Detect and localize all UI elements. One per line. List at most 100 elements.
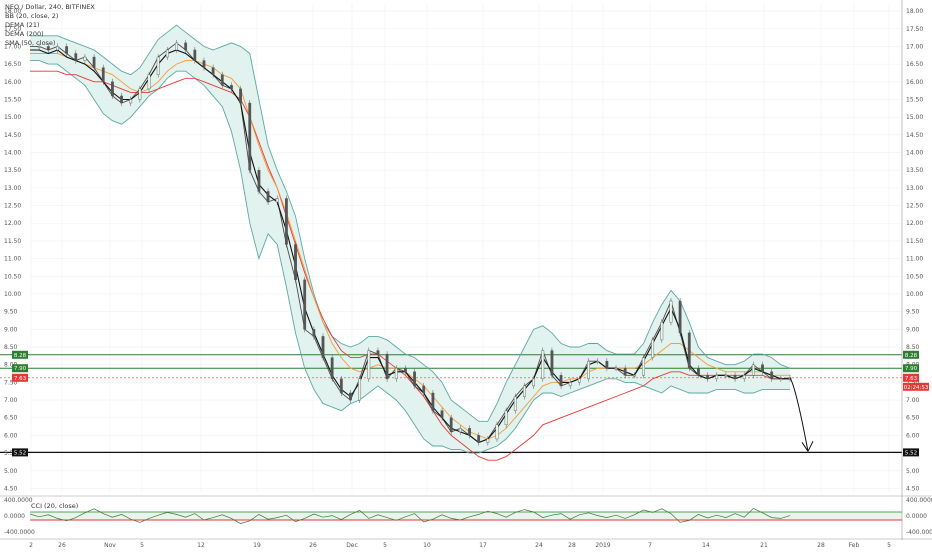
series-lines: [30, 24, 792, 461]
x-tick-label: Feb: [849, 542, 860, 549]
candle-body: [431, 392, 435, 411]
cci-tick-label-left: 0.0000: [4, 513, 25, 520]
legend: NEO / Dollar, 240, BITFINEX BB (20, clos…: [5, 3, 95, 510]
series-line-price: [30, 42, 791, 444]
price-tag-right: 02:24:53: [904, 385, 929, 391]
candle-body: [404, 368, 407, 372]
candle-body: [532, 378, 536, 387]
candle-body: [138, 88, 142, 100]
y-tick-label-right: 6.00: [906, 432, 920, 439]
x-tick-label: Nov: [104, 542, 116, 549]
legend-cci: CCI (20, close): [31, 502, 78, 510]
candle-body: [394, 368, 398, 380]
y-tick-label-left: 9.00: [4, 326, 18, 333]
x-tick-label: 28: [817, 542, 825, 549]
x-tick-label: 12: [197, 542, 205, 549]
candle-body: [477, 435, 481, 443]
y-tick-label-right: 12.00: [906, 220, 923, 227]
y-tick-label-left: 12.00: [4, 220, 21, 227]
x-tick-label: 19: [253, 542, 261, 549]
price-tag-right-bg: [903, 448, 919, 457]
x-tick-label: 28: [568, 542, 576, 549]
y-tick-label-right: 15.50: [906, 96, 923, 103]
y-tick-label-right: 5.00: [906, 468, 920, 475]
candle-body: [550, 350, 554, 376]
x-tick-label: 24: [535, 542, 543, 549]
y-tick-label-right: 12.50: [906, 203, 923, 210]
candle-body: [413, 371, 416, 387]
x-tick-label: 17: [479, 542, 487, 549]
candle-body: [111, 81, 114, 97]
x-tick-label: 2019: [595, 542, 610, 549]
candle-body: [724, 375, 728, 377]
y-tick-label-left: 14.50: [4, 132, 21, 139]
candle-body: [687, 332, 691, 369]
y-tick-label-left: 13.00: [4, 185, 21, 192]
candle-body: [284, 198, 288, 245]
candle-body: [358, 378, 362, 401]
cci-line: [29, 507, 791, 524]
price-tag-right: 8.28: [905, 353, 918, 359]
cci-tick-label-left: -400.0000: [4, 529, 35, 536]
candle-body: [587, 360, 590, 380]
projection-line: [789, 377, 809, 452]
y-tick-label-right: 8.50: [906, 344, 920, 351]
cci-band-fill: [30, 512, 902, 520]
y-tick-label-left: 7.00: [4, 397, 18, 404]
series-line-dema-21-: [30, 49, 790, 444]
x-tick-label: 10: [423, 542, 431, 549]
cci-tick-label-left: 400.0000: [4, 497, 33, 504]
y-tick-label-left: 8.00: [4, 362, 18, 369]
y-tick-label-left: 10.00: [4, 291, 21, 298]
candle-body: [294, 244, 297, 281]
projection-arrow: [789, 377, 814, 452]
y-tick-label-right: 6.50: [906, 415, 920, 422]
y-tick-label-right: 11.50: [906, 238, 923, 245]
y-tick-label-right: 15.00: [906, 114, 923, 121]
price-tag-right: 7.90: [905, 366, 918, 372]
y-tick-label-left: 17.50: [4, 26, 21, 33]
legend-bb: BB (20, close, 2): [5, 12, 58, 20]
candle-body: [449, 417, 453, 433]
cci-pane: 400.0000 0.0000 -400.0000 400.0000 0.0000 -40…: [4, 497, 932, 536]
y-tick-label-left: 6.00: [4, 432, 18, 439]
y-tick-label-left: 5.50: [4, 450, 18, 457]
price-tag-left-bg: [12, 364, 28, 373]
y-tick-label-left: 17.00: [4, 43, 21, 50]
y-tick-label-left: 14.00: [4, 150, 21, 157]
candle-body: [504, 410, 508, 426]
price-tag-left-bg: [12, 350, 28, 359]
candle-body: [303, 279, 307, 330]
y-tick-label-right: 13.50: [906, 167, 923, 174]
candle-body: [46, 46, 50, 51]
candle-body: [715, 375, 719, 380]
candle-body: [74, 53, 78, 61]
candle-body: [513, 396, 517, 411]
y-tick-label-right: 17.50: [906, 26, 923, 33]
chart-title: NEO / Dollar, 240, BITFINEX: [5, 3, 95, 11]
legend-sma-50: SMA (50, close): [5, 39, 55, 47]
y-tick-label-right: 9.00: [906, 326, 920, 333]
legend-dema-200: DEMA (200): [5, 30, 44, 38]
y-tick-label-left: 16.00: [4, 79, 21, 86]
y-tick-label-right: 18.00: [906, 8, 923, 15]
candle-body: [468, 428, 471, 436]
candle-body: [495, 424, 499, 440]
cci-tick-label-right: 0.0000: [906, 513, 927, 520]
candle-body: [779, 378, 783, 381]
y-tick-label-right: 10.50: [906, 273, 923, 280]
candle-body: [733, 375, 737, 380]
x-tick-label: 5: [383, 542, 387, 549]
candle-body: [596, 360, 600, 363]
y-tick-label-left: 18.00: [4, 8, 21, 15]
y-tick-label-right: 17.00: [906, 43, 923, 50]
candle-body: [330, 357, 334, 380]
candle-body: [156, 56, 160, 75]
price-tag-right: 5.52: [905, 450, 917, 456]
candle-body: [385, 353, 389, 380]
y-tick-label-left: 15.50: [4, 96, 21, 103]
candle-body: [83, 56, 87, 61]
price-tags: 8.28 8.28 7.90 7.90 7.63 7.63 02:24:53 5.52 5.52: [12, 350, 929, 457]
candle-body: [742, 375, 746, 380]
cci-tick-label-right: 400.0000: [906, 497, 932, 504]
